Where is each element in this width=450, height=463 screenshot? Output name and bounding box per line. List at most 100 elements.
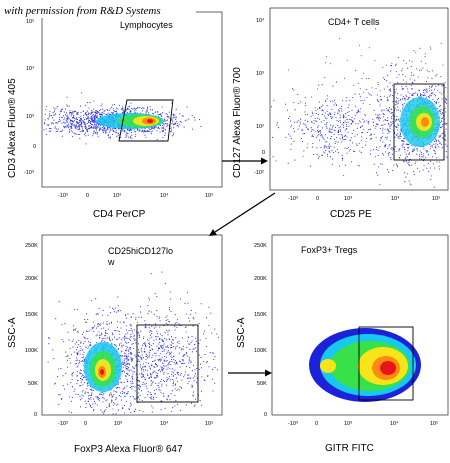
event-dot	[166, 119, 169, 121]
event-dot	[191, 370, 193, 372]
event-dot	[373, 133, 375, 135]
event-dot	[395, 100, 397, 102]
event-dot	[398, 118, 400, 120]
event-dot	[182, 355, 184, 357]
event-dot	[420, 95, 422, 97]
event-dot	[149, 393, 151, 395]
event-dot	[324, 124, 326, 126]
event-dot	[69, 119, 71, 121]
event-dot	[111, 106, 113, 109]
event-dot	[431, 144, 433, 146]
event-dot	[191, 384, 193, 386]
event-dot	[129, 135, 131, 137]
event-dot	[114, 127, 116, 130]
event-dot	[66, 96, 68, 98]
event-dot	[202, 333, 205, 335]
event-dot	[122, 110, 125, 112]
event-dot	[392, 149, 394, 151]
event-dot	[445, 97, 447, 99]
event-dot	[188, 374, 190, 376]
event-dot	[340, 105, 343, 108]
event-dot	[156, 365, 158, 367]
event-dot	[331, 131, 333, 134]
event-dot	[436, 74, 438, 76]
event-dot	[329, 151, 331, 153]
event-dot	[383, 116, 385, 118]
event-dot	[189, 377, 191, 380]
event-dot	[142, 375, 144, 377]
event-dot	[388, 131, 390, 133]
event-dot	[182, 360, 184, 362]
event-dot	[81, 127, 83, 129]
event-dot	[444, 122, 446, 124]
event-dot	[354, 114, 356, 116]
event-dot	[100, 332, 102, 334]
event-dot	[379, 139, 381, 141]
event-dot	[140, 311, 142, 313]
event-dot	[61, 339, 63, 341]
event-dot	[377, 82, 379, 84]
event-dot	[172, 117, 174, 119]
event-dot	[179, 123, 181, 125]
event-dot	[177, 371, 179, 373]
event-dot	[169, 368, 171, 370]
event-dot	[345, 121, 347, 123]
event-dot	[359, 93, 361, 95]
event-dot	[174, 405, 176, 407]
event-dot	[48, 338, 50, 340]
event-dot	[82, 361, 84, 363]
event-dot	[326, 98, 328, 100]
event-dot	[68, 396, 71, 398]
event-dot	[442, 124, 444, 126]
event-dot	[48, 113, 51, 115]
event-dot	[337, 152, 339, 154]
event-dot	[396, 63, 397, 65]
event-dot	[73, 390, 75, 392]
event-dot	[172, 133, 174, 135]
event-dot	[129, 110, 131, 112]
event-dot	[411, 88, 414, 90]
event-dot	[410, 66, 412, 68]
event-dot	[418, 90, 421, 92]
event-dot	[364, 120, 366, 122]
event-dot	[127, 341, 129, 344]
event-dot	[165, 360, 167, 362]
event-dot	[74, 388, 76, 390]
y-tick-label: 10³	[26, 114, 34, 120]
event-dot	[167, 334, 169, 336]
event-dot	[101, 115, 103, 117]
event-dot	[119, 136, 122, 138]
event-dot	[145, 323, 147, 325]
event-dot	[375, 146, 377, 148]
event-dot	[415, 52, 417, 54]
event-dot	[119, 310, 121, 312]
event-dot	[137, 396, 139, 398]
event-dot	[113, 336, 116, 338]
event-dot	[442, 117, 444, 119]
event-dot	[333, 146, 335, 148]
event-dot	[344, 164, 347, 166]
event-dot	[70, 126, 73, 128]
event-dot	[370, 133, 372, 135]
event-dot	[96, 133, 98, 135]
event-dot	[108, 404, 110, 406]
event-dot	[323, 138, 325, 140]
event-dot	[98, 126, 100, 128]
event-dot	[382, 132, 384, 134]
event-dot	[124, 349, 127, 351]
event-dot	[59, 118, 61, 120]
event-dot	[69, 125, 71, 127]
event-dot	[326, 141, 328, 143]
event-dot	[288, 133, 290, 135]
event-dot	[106, 407, 108, 409]
event-dot	[157, 127, 159, 129]
event-dot	[387, 86, 389, 88]
event-dot	[61, 116, 63, 118]
event-dot	[83, 358, 85, 360]
event-dot	[160, 359, 162, 361]
event-dot	[189, 320, 191, 322]
event-dot	[182, 359, 184, 361]
arrow-diagonal	[214, 192, 276, 233]
event-dot	[89, 344, 91, 347]
event-dot	[172, 343, 174, 345]
